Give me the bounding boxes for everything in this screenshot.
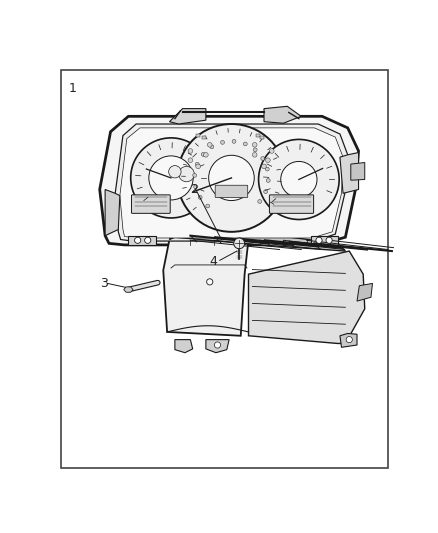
Circle shape <box>214 342 221 348</box>
Text: 2: 2 <box>191 183 198 196</box>
FancyBboxPatch shape <box>269 195 314 213</box>
Circle shape <box>179 166 194 182</box>
Circle shape <box>265 158 270 163</box>
Circle shape <box>204 152 208 157</box>
Polygon shape <box>100 116 359 245</box>
Text: 4: 4 <box>210 255 218 268</box>
Circle shape <box>195 162 199 166</box>
Polygon shape <box>128 236 155 245</box>
Circle shape <box>221 140 224 144</box>
Circle shape <box>188 158 193 163</box>
Polygon shape <box>170 232 346 251</box>
Polygon shape <box>340 334 357 348</box>
Circle shape <box>134 237 141 244</box>
Text: 3: 3 <box>100 277 108 290</box>
Polygon shape <box>124 287 133 292</box>
Circle shape <box>252 152 257 157</box>
Circle shape <box>232 140 236 143</box>
Polygon shape <box>351 163 365 180</box>
Circle shape <box>194 185 198 189</box>
Circle shape <box>188 149 193 154</box>
Circle shape <box>208 155 254 200</box>
Circle shape <box>244 142 247 146</box>
Text: 1: 1 <box>69 82 77 95</box>
Circle shape <box>252 142 257 147</box>
Polygon shape <box>170 109 206 124</box>
Circle shape <box>208 142 212 147</box>
Circle shape <box>207 279 213 285</box>
Polygon shape <box>163 232 248 336</box>
Circle shape <box>149 156 193 200</box>
Circle shape <box>210 145 214 149</box>
Circle shape <box>316 237 322 244</box>
Polygon shape <box>206 340 229 353</box>
Circle shape <box>131 138 211 218</box>
Circle shape <box>198 196 202 199</box>
Circle shape <box>253 148 257 152</box>
Polygon shape <box>311 236 338 245</box>
Circle shape <box>177 124 286 232</box>
Circle shape <box>326 237 332 244</box>
Circle shape <box>346 336 352 343</box>
Circle shape <box>261 164 266 168</box>
Circle shape <box>193 173 197 177</box>
FancyBboxPatch shape <box>131 195 170 213</box>
Polygon shape <box>115 124 348 241</box>
Circle shape <box>258 140 339 220</box>
Polygon shape <box>105 189 120 236</box>
Bar <box>256 134 260 137</box>
Polygon shape <box>120 128 343 238</box>
Circle shape <box>196 164 201 168</box>
Polygon shape <box>357 284 372 301</box>
Bar <box>202 136 206 140</box>
Circle shape <box>169 166 181 178</box>
Circle shape <box>265 167 269 171</box>
Circle shape <box>258 199 261 204</box>
Polygon shape <box>175 340 193 353</box>
FancyBboxPatch shape <box>215 185 248 198</box>
Bar <box>196 134 200 137</box>
Circle shape <box>269 149 274 154</box>
Circle shape <box>234 238 245 249</box>
Circle shape <box>261 157 265 160</box>
Bar <box>260 136 264 140</box>
Circle shape <box>201 152 205 156</box>
Polygon shape <box>340 152 359 193</box>
Circle shape <box>145 237 151 244</box>
Circle shape <box>264 190 268 193</box>
Circle shape <box>281 161 317 198</box>
Polygon shape <box>264 106 301 123</box>
Circle shape <box>206 204 210 208</box>
Polygon shape <box>248 251 365 343</box>
Circle shape <box>266 179 270 182</box>
